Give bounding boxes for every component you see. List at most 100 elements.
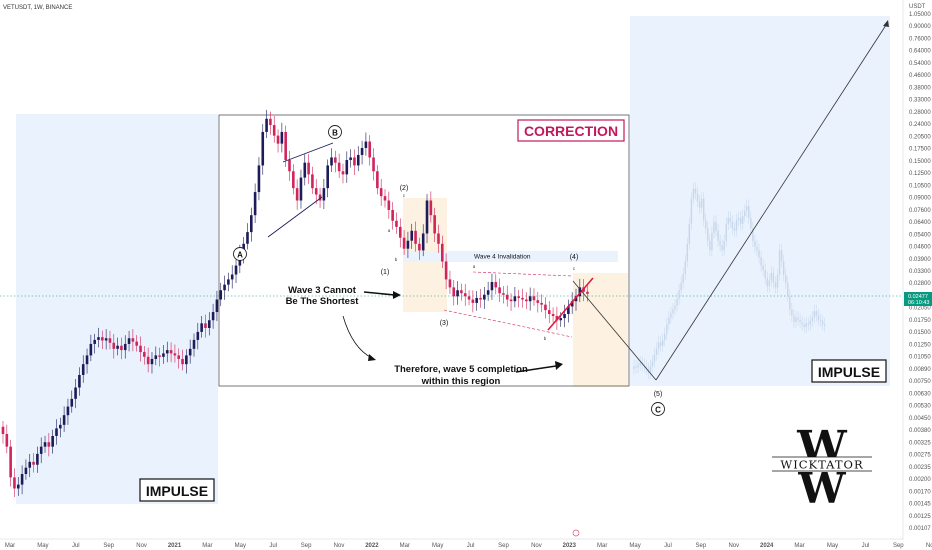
- time-tick: Mar: [5, 543, 15, 549]
- candle-body: [112, 342, 116, 349]
- events-marker[interactable]: [572, 529, 580, 537]
- candle-body: [265, 118, 268, 132]
- candle-body: [223, 284, 226, 291]
- sub-wave-a1: a: [388, 228, 391, 233]
- wave4-invalidation-box: [403, 251, 618, 262]
- candle-body: [97, 337, 100, 340]
- candle-body: [578, 287, 582, 297]
- candles: [1, 109, 589, 498]
- candle-body: [544, 304, 547, 311]
- price-tick: 0.02050: [909, 306, 931, 312]
- candle-body: [452, 287, 456, 297]
- price-tick: 0.09000: [909, 196, 931, 202]
- candle-body: [230, 274, 234, 280]
- candle-body: [81, 364, 85, 375]
- candle-body: [250, 215, 253, 233]
- wave-C-circle: [651, 402, 665, 416]
- time-tick: Mar: [794, 543, 804, 549]
- ghost-body: [659, 342, 662, 346]
- ghost-body: [809, 320, 811, 325]
- candle-body: [314, 188, 318, 195]
- candle-body: [376, 171, 379, 189]
- price-tick: 0.05400: [909, 232, 931, 238]
- ghost-body: [768, 280, 770, 287]
- ghost-body: [670, 313, 672, 318]
- candle-body: [28, 461, 32, 468]
- price-tick: 1.05000: [909, 12, 931, 18]
- ghost-body: [774, 282, 777, 288]
- candle-body: [70, 398, 74, 407]
- candle-body: [219, 290, 223, 300]
- candle-body: [93, 339, 96, 344]
- price-tick: 0.00890: [909, 367, 931, 373]
- ghost-body: [819, 319, 822, 321]
- candle-body: [410, 230, 414, 241]
- sub-wave-a2: a: [473, 264, 476, 269]
- price-axis-currency: USDT: [909, 4, 926, 10]
- ghost-body: [744, 210, 746, 217]
- candle-body: [509, 299, 513, 302]
- candle-body: [448, 279, 452, 288]
- candle-body: [311, 174, 314, 189]
- candle-body: [62, 415, 66, 425]
- ghost-body: [705, 219, 707, 229]
- projection-down: [572, 280, 657, 381]
- candle-body: [379, 188, 383, 197]
- candle-body: [383, 196, 387, 201]
- candle-body: [55, 428, 58, 436]
- time-tick: May: [432, 543, 443, 549]
- ghost-body: [678, 290, 680, 300]
- time-tick: Nov: [136, 543, 147, 549]
- logo-band: [770, 457, 874, 471]
- ghost-body: [770, 272, 773, 281]
- candle-body: [284, 131, 287, 161]
- wedge-upper: [472, 271, 573, 277]
- candle-body: [24, 467, 28, 475]
- candle-body: [32, 461, 35, 465]
- candle-body: [131, 338, 135, 342]
- logo-text: WICKTATOR: [780, 458, 863, 472]
- ghost-body: [737, 217, 740, 220]
- price-tick: 0.00750: [909, 379, 931, 385]
- ghost-body: [703, 198, 705, 220]
- ghost-body: [780, 250, 783, 262]
- ghost-body: [715, 221, 717, 231]
- symbol-header: VETUSDT, 1W, BINANCE: [3, 5, 72, 11]
- wave-B-label: B: [332, 129, 338, 138]
- candle-body: [207, 320, 211, 328]
- candle-body: [433, 215, 436, 234]
- candle-body: [460, 290, 463, 294]
- ghost-body: [748, 206, 750, 218]
- candle-body: [1, 426, 5, 434]
- candle-body: [322, 188, 326, 201]
- ghost-body: [760, 257, 762, 266]
- candle-body: [204, 323, 207, 328]
- candle-body: [349, 157, 352, 161]
- ghost-body: [727, 217, 729, 224]
- candle-body: [43, 442, 47, 447]
- candle-body: [567, 306, 570, 315]
- time-tick: Mar: [400, 543, 410, 549]
- impulse-right-box: [630, 16, 890, 386]
- ghost-body: [657, 342, 660, 349]
- candle-body: [441, 243, 444, 262]
- price-tick: 0.01050: [909, 355, 931, 361]
- candle-body: [356, 154, 360, 166]
- ghost-body: [680, 282, 682, 291]
- price-tick: 0.46000: [909, 73, 931, 79]
- ghost-body: [787, 282, 789, 296]
- candle-body: [104, 338, 108, 341]
- price-tick: 0.00380: [909, 428, 931, 434]
- ghost-body: [676, 299, 678, 306]
- candle-body: [586, 291, 589, 294]
- time-tick: Jul: [72, 543, 80, 549]
- candle-body: [559, 318, 563, 321]
- ghost-body: [791, 309, 793, 316]
- logo-w-bottom: W: [797, 464, 846, 513]
- candle-body: [280, 131, 284, 144]
- candle-body: [269, 118, 272, 126]
- ghost-body: [682, 273, 684, 283]
- ghost-body: [672, 309, 674, 314]
